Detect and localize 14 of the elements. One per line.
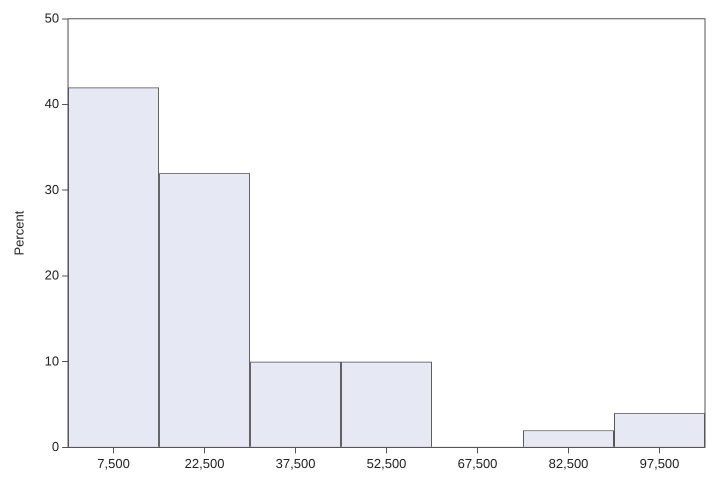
x-tick-label: 37,500 bbox=[276, 456, 316, 471]
x-tick-label: 97,500 bbox=[640, 456, 680, 471]
y-tick-label: 0 bbox=[52, 438, 60, 454]
y-tick-label: 40 bbox=[44, 96, 60, 112]
x-tick-label: 82,500 bbox=[548, 456, 588, 471]
x-tick-label: 22,500 bbox=[184, 456, 224, 471]
y-tick-label: 20 bbox=[44, 268, 60, 283]
y-tick-label: 30 bbox=[44, 182, 60, 197]
y-tick-label: 10 bbox=[44, 353, 60, 368]
x-tick-label: 67,500 bbox=[458, 456, 498, 471]
x-tick-label: 7,500 bbox=[97, 456, 130, 471]
x-tick-label: 52,500 bbox=[366, 456, 406, 471]
y-tick-label: 50 bbox=[44, 10, 60, 26]
y-axis-title: Percent bbox=[11, 210, 26, 256]
